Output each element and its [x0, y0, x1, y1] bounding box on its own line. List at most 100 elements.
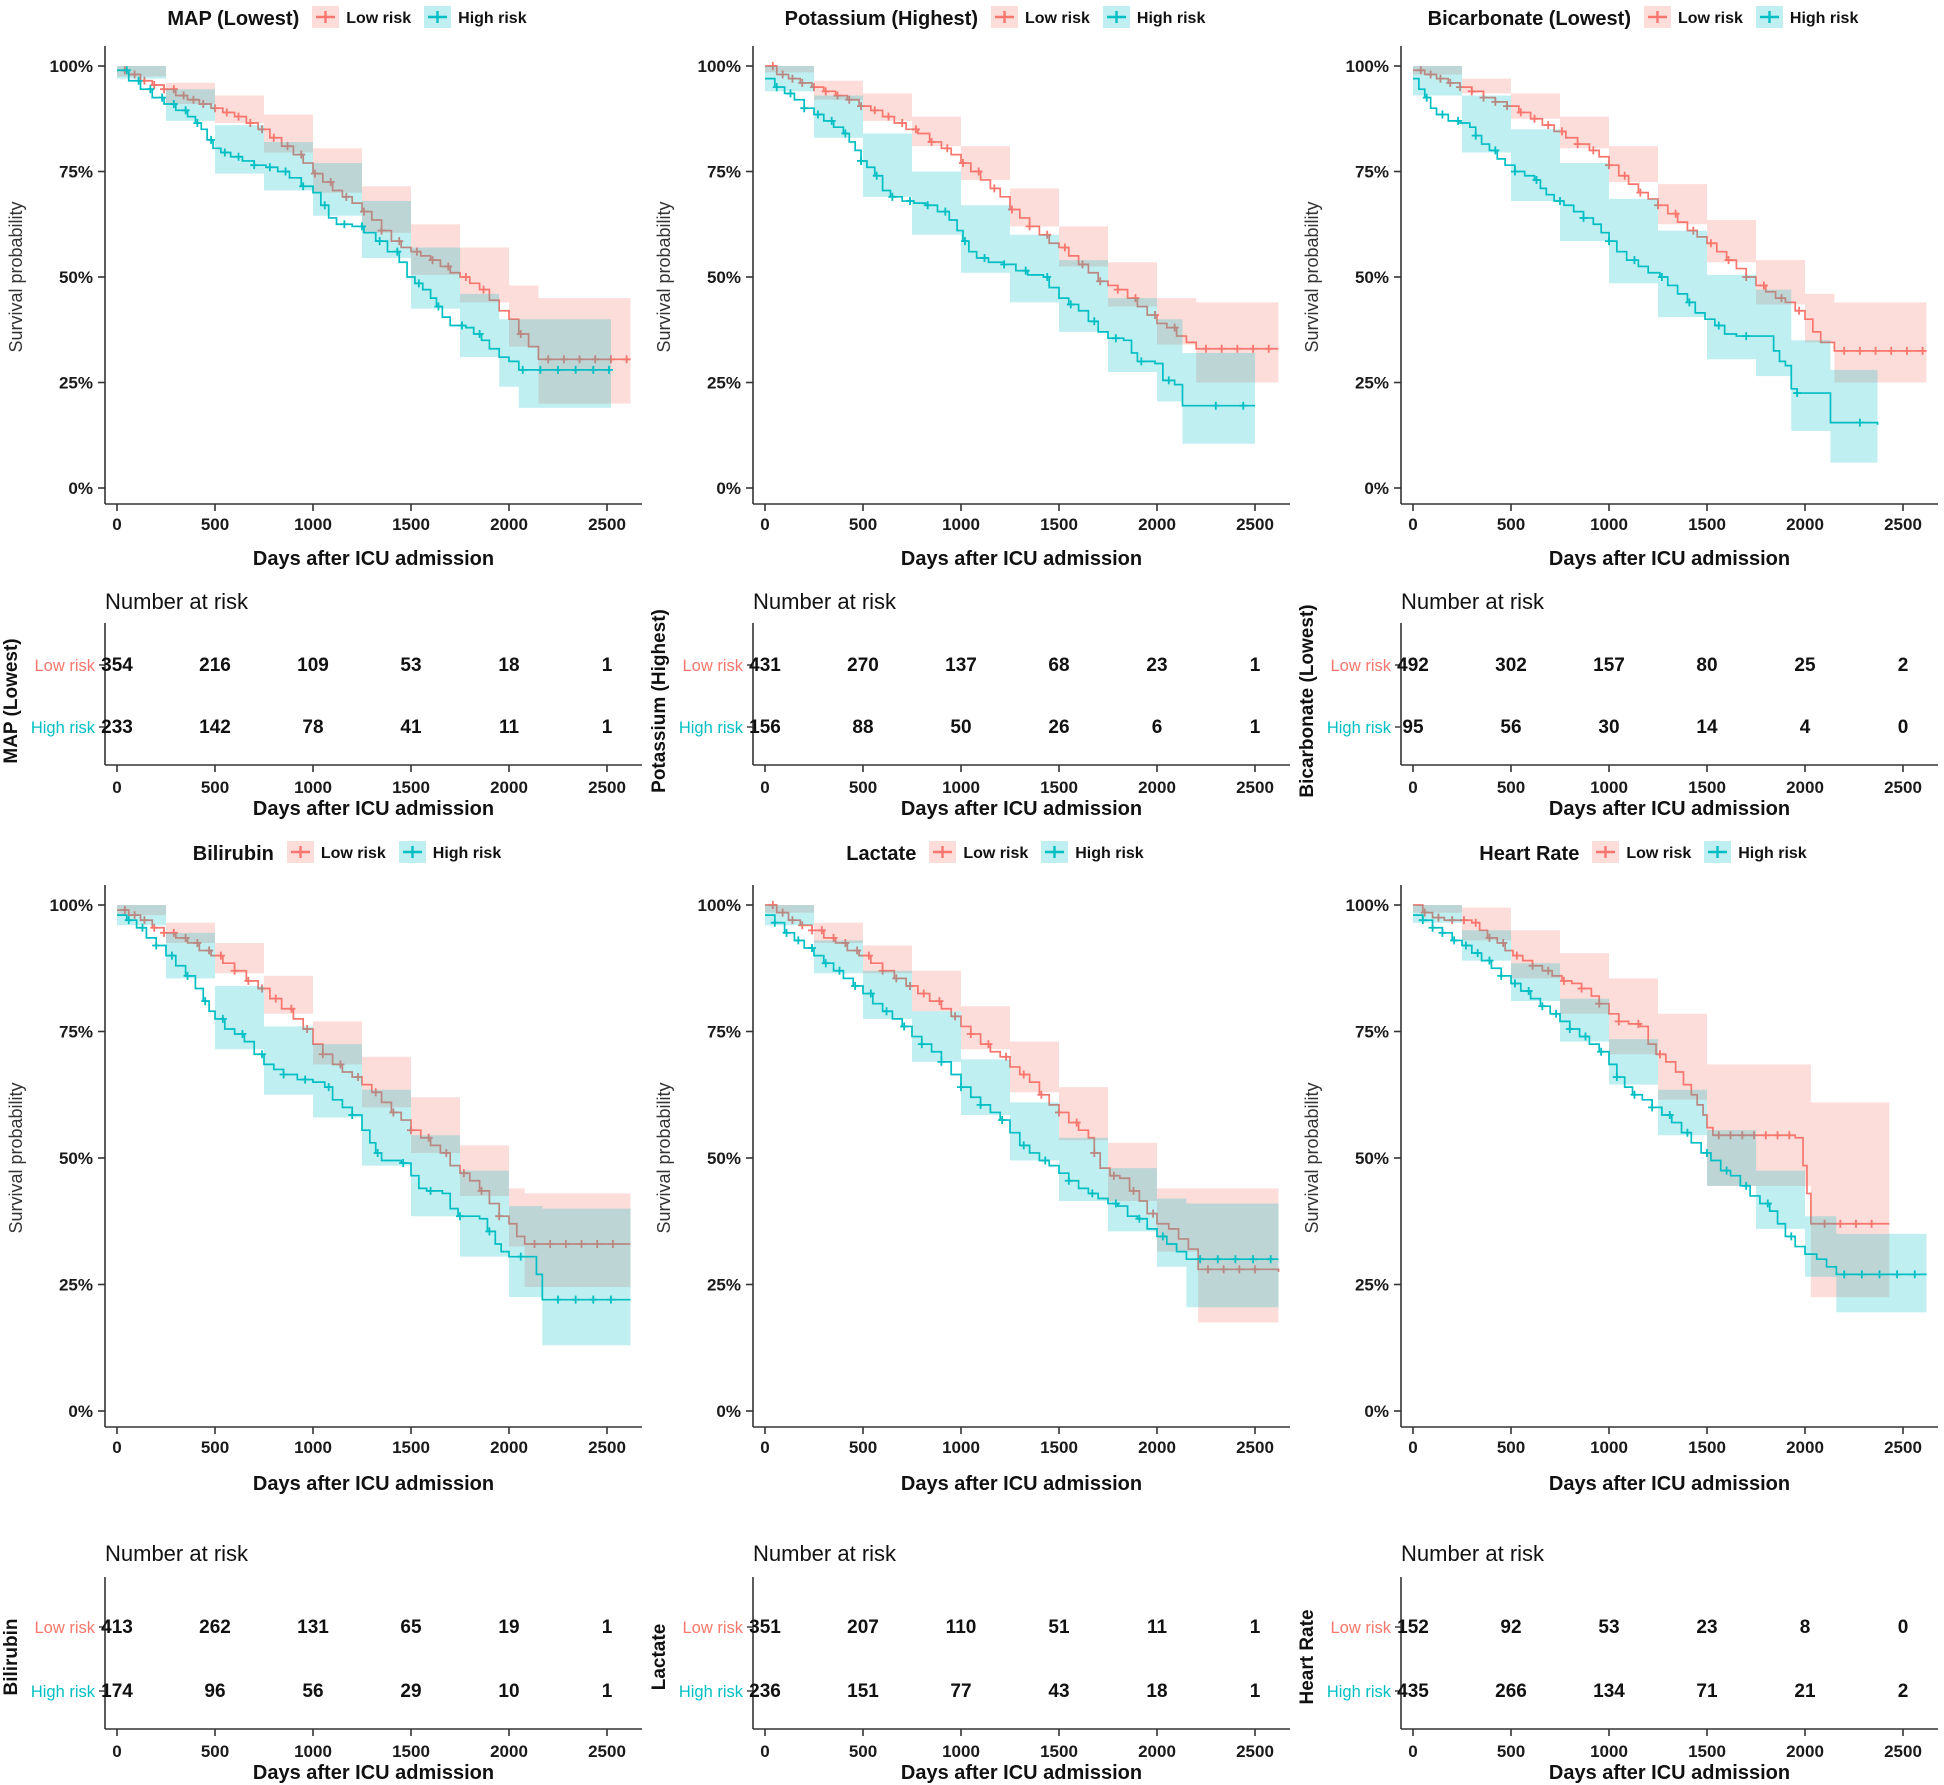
svg-text:2500: 2500 — [588, 778, 626, 797]
svg-text:25%: 25% — [59, 374, 93, 393]
risk-count-value: 174 — [101, 1681, 133, 1702]
panel-bicarbonate-lowest: Bicarbonate (Lowest) Low risk High risk … — [1296, 0, 1944, 819]
svg-text:1000: 1000 — [942, 778, 980, 797]
axes: 100% 75% 50% 25% 0% 0 500 1000 1500 2000 2500 — [50, 885, 642, 1457]
legend-label-low: Low risk — [1024, 10, 1090, 27]
svg-text:0: 0 — [112, 1742, 121, 1761]
svg-text:25%: 25% — [707, 374, 741, 393]
risk-count-value: 431 — [749, 655, 781, 676]
svg-text:100%: 100% — [50, 57, 93, 76]
svg-text:1000: 1000 — [1590, 515, 1628, 534]
km-plot: 100% 75% 50% 25% 0% 0 500 1000 1500 2000 2500 Days … — [0, 38, 648, 583]
high-risk-ci-band — [117, 66, 611, 408]
axes: 100% 75% 50% 25% 0% 0 500 1000 1500 2000 2500 — [50, 46, 642, 534]
risk-table-group-label: Heart Rate — [1297, 1609, 1318, 1704]
risk-count-value: 1 — [602, 1681, 613, 1702]
low-risk-row-label: Low risk — [1330, 1619, 1391, 1637]
svg-text:0%: 0% — [716, 1402, 741, 1421]
risk-count-value: 413 — [101, 1617, 133, 1638]
risk-count-value: 23 — [1696, 1617, 1717, 1638]
risk-count-value: 56 — [1500, 717, 1521, 738]
risk-x-axis-title: Days after ICU admission — [1549, 1762, 1790, 1783]
risk-count-value: 65 — [400, 1617, 422, 1638]
km-plot: 100% 75% 50% 25% 0% 0 500 1000 1500 2000 2500 Days … — [648, 38, 1296, 583]
svg-text:2500: 2500 — [1884, 1438, 1922, 1457]
svg-text:0%: 0% — [716, 479, 741, 498]
high-risk-censor-marks — [1418, 916, 1919, 1279]
risk-count-value: 1 — [602, 1617, 613, 1638]
risk-table-svg: Number at risk 0 500 1000 1500 2000 2500 Low ri… — [649, 589, 1290, 819]
svg-text:2500: 2500 — [1884, 1742, 1922, 1761]
risk-count-value: 351 — [749, 1617, 781, 1638]
svg-text:2000: 2000 — [1786, 1742, 1824, 1761]
panel-heart-rate: Heart Rate Low risk High risk 100% 75% 50%… — [1296, 819, 1944, 1783]
risk-count-value: 18 — [498, 655, 519, 676]
legend-item-low-risk: Low risk — [990, 5, 1090, 33]
risk-count-value: 4 — [1800, 717, 1811, 738]
svg-text:2500: 2500 — [1236, 1742, 1274, 1761]
svg-text:0%: 0% — [1364, 479, 1389, 498]
svg-text:500: 500 — [1497, 1742, 1525, 1761]
x-axis-title: Days after ICU admission — [253, 1473, 494, 1495]
svg-text:100%: 100% — [50, 896, 93, 915]
risk-count-value: 6 — [1152, 717, 1163, 738]
svg-text:2000: 2000 — [1138, 1438, 1176, 1457]
panel-title: Bicarbonate (Lowest) — [1427, 7, 1631, 30]
high-risk-key-icon — [398, 840, 426, 868]
high-risk-censor-marks — [124, 916, 615, 1304]
high-risk-key-icon — [1704, 840, 1732, 868]
risk-count-value: 0 — [1898, 717, 1909, 738]
svg-text:2500: 2500 — [1236, 515, 1274, 534]
high-risk-ci-band — [765, 66, 1255, 444]
km-plot-svg: 100% 75% 50% 25% 0% 0 500 1000 1500 2000 2500 Days … — [6, 46, 642, 570]
risk-table-group-label: Bilirubin — [1, 1618, 22, 1695]
high-risk-row-label: High risk — [1327, 719, 1392, 737]
risk-count-value: 51 — [1048, 1617, 1070, 1638]
risk-count-value: 41 — [400, 717, 422, 738]
high-risk-key-icon — [1755, 5, 1783, 33]
svg-text:1000: 1000 — [942, 515, 980, 534]
risk-count-value: 1 — [602, 717, 613, 738]
panel-title: Lactate — [846, 842, 917, 865]
panel-title: Potassium (Highest) — [784, 7, 978, 30]
risk-table-axes: 0 500 1000 1500 2000 2500 — [99, 623, 642, 797]
risk-count-value: 23 — [1146, 655, 1167, 676]
svg-text:1000: 1000 — [294, 1438, 332, 1457]
svg-text:2500: 2500 — [1236, 778, 1274, 797]
risk-count-value: 96 — [204, 1681, 225, 1702]
risk-count-value: 262 — [199, 1617, 231, 1638]
low-risk-censor-marks — [120, 906, 617, 1249]
svg-text:0: 0 — [760, 1742, 769, 1761]
high-risk-key-glyph — [424, 5, 452, 28]
panel-title: Heart Rate — [1479, 842, 1580, 865]
svg-text:500: 500 — [1497, 1438, 1525, 1457]
risk-count-value: 43 — [1048, 1681, 1069, 1702]
svg-text:1000: 1000 — [1590, 1742, 1628, 1761]
risk-count-value: 10 — [498, 1681, 519, 1702]
legend-label-low: Low risk — [320, 845, 386, 862]
svg-text:2000: 2000 — [490, 1742, 528, 1761]
svg-text:75%: 75% — [59, 163, 93, 182]
high-risk-key-glyph — [1755, 5, 1783, 28]
risk-table-title: Number at risk — [105, 1541, 249, 1566]
y-axis-title: Survival probability — [6, 1082, 26, 1233]
risk-count-value: 2 — [1898, 655, 1909, 676]
risk-count-value: 1 — [602, 655, 613, 676]
risk-table-svg: Number at risk 0 500 1000 1500 2000 2500 Low ri… — [1, 1541, 642, 1783]
svg-text:2500: 2500 — [588, 1742, 626, 1761]
low-risk-censor-marks — [768, 901, 1259, 1274]
low-risk-key-glyph — [929, 840, 957, 863]
legend-item-high-risk: High risk — [424, 5, 527, 33]
risk-table-group-label: Bicarbonate (Lowest) — [1297, 604, 1318, 797]
x-axis-title: Days after ICU admission — [1549, 1473, 1790, 1495]
low-risk-key-glyph — [1592, 840, 1620, 863]
low-risk-key-glyph — [286, 840, 314, 863]
svg-text:25%: 25% — [1355, 1276, 1389, 1295]
svg-text:0: 0 — [112, 778, 121, 797]
low-risk-key-glyph — [312, 5, 340, 28]
high-risk-censor-marks — [1422, 93, 1864, 427]
risk-count-value: 1 — [1250, 655, 1261, 676]
panel-header: Heart Rate Low risk High risk — [1296, 835, 1944, 873]
high-risk-key-icon — [1102, 5, 1130, 33]
svg-text:0: 0 — [1408, 1742, 1417, 1761]
